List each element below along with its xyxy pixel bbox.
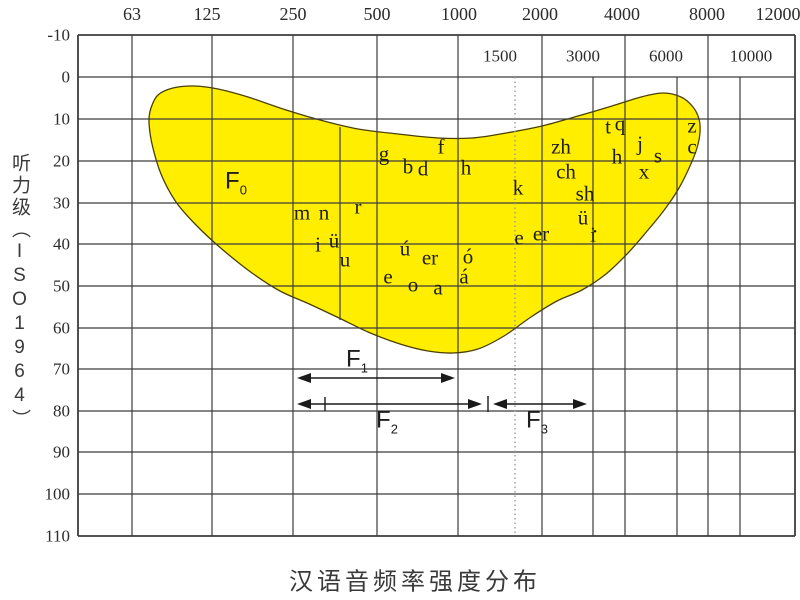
arrowhead [297,373,311,383]
phoneme-label: n [318,200,330,225]
phoneme-label: i [590,222,596,247]
freq-label-4000: 4000 [604,4,640,24]
db-label-10: 10 [53,109,70,129]
phoneme-label: er [421,245,439,270]
formant-label-F3: F3 [526,406,548,437]
chart-title: 汉语音频率强度分布 [289,568,541,596]
phoneme-label: er [532,221,550,246]
phoneme-label: d [417,156,429,181]
phoneme-label: m [293,200,311,225]
phoneme-label: z [687,113,697,138]
y-axis-title: 听力级（ISO1964） [9,153,30,431]
freq-label-500: 500 [363,4,391,24]
db-label-20: 20 [53,151,70,171]
arrowhead [468,399,482,409]
phoneme-label: t [605,114,611,139]
freq-label-2000: 2000 [522,4,558,24]
db-label-50: 50 [53,276,70,296]
freq-label-63: 63 [123,4,141,24]
phoneme-label: e [383,264,393,289]
db-label--10: -10 [47,25,70,45]
phoneme-label: g [378,141,390,166]
phoneme-label: á [459,264,469,289]
phoneme-label: zh [551,134,571,159]
phoneme-label: r [354,194,362,219]
phoneme-label: ü [328,228,340,253]
phoneme-label: j [637,131,643,156]
arrowhead [441,373,455,383]
arrowhead [573,399,587,409]
phoneme-label: ü [577,205,589,230]
phoneme-label: o [407,272,419,297]
db-label-40: 40 [53,234,70,254]
db-label-100: 100 [44,484,71,504]
arrowhead [297,399,311,409]
phoneme-label: e [514,225,524,250]
phoneme-label: x [638,159,650,184]
db-label-0: 0 [61,67,71,87]
phoneme-label: q [614,111,626,136]
phoneme-label: f [437,134,445,159]
phoneme-label: s [653,143,663,168]
formant-label-F1: F1 [346,345,368,376]
phoneme-label: . [592,213,598,238]
db-label-60: 60 [53,318,70,338]
freq-label-1000: 1000 [441,4,477,24]
freq-label-8000: 8000 [689,4,725,24]
db-label-80: 80 [53,401,70,421]
freq-label-10000: 10000 [729,46,773,66]
db-label-90: 90 [53,442,70,462]
freq-label-12000: 12000 [755,4,800,24]
phoneme-label: sh [575,181,595,206]
phoneme-label: ó [462,244,474,269]
phoneme-label: h [460,155,472,180]
freq-label-250: 250 [279,4,307,24]
db-label-30: 30 [53,193,70,213]
freq-label-6000: 6000 [649,46,683,66]
arrowhead [493,399,507,409]
freq-label-125: 125 [193,4,221,24]
phoneme-label: k [512,175,524,200]
phoneme-label: u [339,247,351,272]
phoneme-label: c [687,134,697,159]
phoneme-label: a [433,275,443,300]
formant-label-F2: F2 [376,406,398,437]
phoneme-label: h [611,144,623,169]
phoneme-label: i [315,232,321,257]
db-label-110: 110 [45,526,70,546]
phoneme-label: ú [399,236,411,261]
db-label-70: 70 [53,359,70,379]
freq-label-1500: 1500 [483,46,517,66]
freq-label-3000: 3000 [566,46,600,66]
phoneme-label: ch [556,159,576,184]
phoneme-label: F0 [225,167,247,198]
phoneme-label: b [402,154,414,179]
